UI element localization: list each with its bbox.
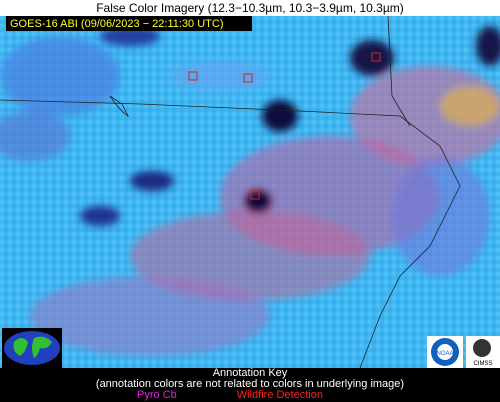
cloud-features <box>0 26 500 356</box>
title: False Color Imagery (12.3−10.3µm, 10.3−3… <box>96 1 404 15</box>
noaa-text: NOAA <box>436 351 453 357</box>
detection-boxes <box>188 52 381 200</box>
noaa-logo: NOAA <box>427 336 463 368</box>
image-label: GOES-16 ABI (09/06/2023 − 22:11:30 UTC) <box>10 18 224 30</box>
key-item: Pyro Cb <box>137 389 177 401</box>
satellite-image: GOES-16 ABI (09/06/2023 − 22:11:30 UTC) … <box>0 16 500 368</box>
cimss-text: CIMSS <box>473 361 492 367</box>
key-note: (annotation colors are not related to co… <box>95 378 405 390</box>
key-items: Pyro Cb Wildfire Detection <box>0 390 500 401</box>
label-box <box>6 16 252 31</box>
cimss-logo: CIMSS <box>466 336 500 368</box>
key-title: Annotation Key <box>212 367 288 379</box>
borders <box>0 16 461 368</box>
annotation-key: Annotation Key (annotation colors are no… <box>0 368 500 402</box>
globe-icon <box>2 328 62 368</box>
key-item: Wildfire Detection <box>236 389 323 401</box>
